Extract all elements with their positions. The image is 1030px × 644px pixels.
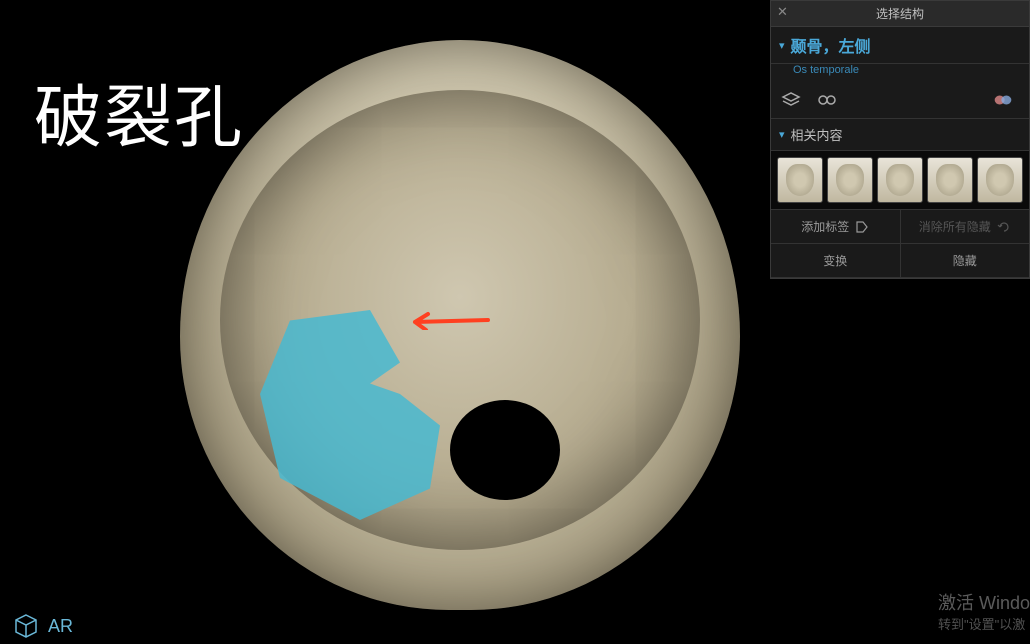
watermark-line1: 激活 Windo: [938, 591, 1030, 616]
brain-color-icon[interactable]: [985, 88, 1021, 112]
link-icon[interactable]: [815, 90, 839, 110]
structure-name: 颞骨，左侧: [791, 33, 871, 57]
thumbnail-strip: [771, 151, 1029, 210]
panel-close-icon[interactable]: ✕: [777, 4, 788, 20]
watermark-line2: 转到"设置"以激: [938, 616, 1030, 634]
windows-activation-watermark: 激活 Windo 转到"设置"以激: [938, 591, 1030, 634]
chevron-down-icon: ▾: [779, 128, 785, 141]
related-section-header[interactable]: ▾ 相关内容: [771, 119, 1029, 151]
transform-button[interactable]: 变换: [771, 244, 901, 277]
panel-header: ✕ 选择结构: [771, 1, 1029, 27]
tag-icon: [855, 220, 869, 234]
add-tag-label: 添加标签: [801, 218, 849, 235]
ar-mode-button[interactable]: AR: [12, 612, 73, 640]
add-tag-button[interactable]: 添加标签: [771, 210, 901, 243]
layers-icon[interactable]: [779, 90, 803, 110]
panel-title: 选择结构: [876, 7, 924, 21]
action-row-1: 添加标签 消除所有隐藏: [771, 210, 1029, 244]
related-title: 相关内容: [791, 125, 843, 144]
ar-label: AR: [48, 616, 73, 637]
structure-title-row[interactable]: ▾ 颞骨，左侧: [771, 27, 1029, 64]
hide-button[interactable]: 隐藏: [901, 244, 1030, 277]
undo-hidden-label: 消除所有隐藏: [919, 218, 991, 235]
pointer-arrow: [400, 310, 490, 330]
cube-icon: [12, 612, 40, 640]
undo-icon: [997, 220, 1011, 234]
transform-label: 变换: [823, 252, 847, 269]
foramen-magnum: [450, 400, 560, 500]
action-row-2: 变换 隐藏: [771, 244, 1029, 278]
related-thumb[interactable]: [877, 157, 923, 203]
related-thumb[interactable]: [827, 157, 873, 203]
related-thumb[interactable]: [977, 157, 1023, 203]
related-thumb[interactable]: [927, 157, 973, 203]
structure-latin-name: Os temporale: [771, 64, 1029, 82]
undo-hidden-button[interactable]: 消除所有隐藏: [901, 210, 1030, 243]
annotation-label: 破裂孔: [34, 62, 244, 161]
hide-label: 隐藏: [953, 252, 977, 269]
structure-panel: ✕ 选择结构 ▾ 颞骨，左侧 Os temporale ▾ 相关内容 添加标签: [770, 0, 1030, 279]
related-thumb[interactable]: [777, 157, 823, 203]
chevron-down-icon: ▾: [779, 39, 785, 52]
tool-icon-row: [771, 82, 1029, 119]
